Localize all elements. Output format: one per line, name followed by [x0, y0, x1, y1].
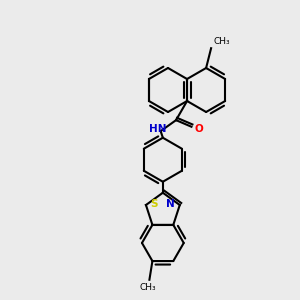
Text: N: N [166, 199, 175, 209]
Text: CH₃: CH₃ [139, 283, 156, 292]
Text: O: O [194, 124, 203, 134]
Text: S: S [150, 199, 158, 209]
Text: HN: HN [149, 124, 166, 134]
Text: CH₃: CH₃ [213, 37, 230, 46]
